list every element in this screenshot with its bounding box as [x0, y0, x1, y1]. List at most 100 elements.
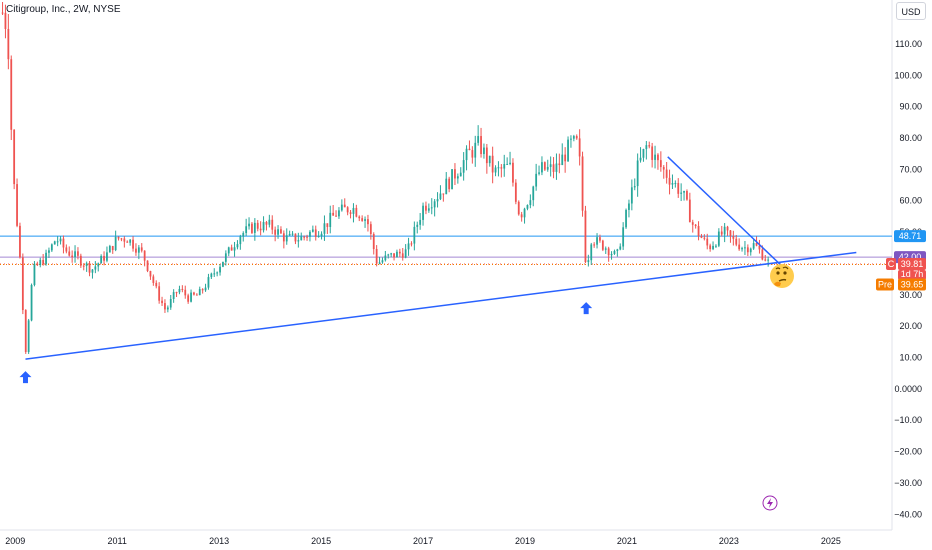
candle-body	[239, 236, 242, 245]
candle-body	[697, 226, 700, 237]
candle-body	[158, 286, 161, 301]
candle-body	[219, 266, 221, 273]
candle-body	[509, 162, 511, 164]
lightning-bolt-icon[interactable]	[762, 495, 778, 511]
candle-body	[277, 229, 279, 235]
candle-body	[135, 248, 137, 253]
candle-body	[761, 249, 764, 260]
candle-body	[152, 276, 155, 283]
candle-body	[108, 246, 111, 253]
last-price-badge-bg	[898, 258, 926, 271]
candle-body	[45, 252, 47, 265]
candle-body	[639, 157, 642, 161]
symbol-title: Citigroup, Inc., 2W, NYSE	[6, 4, 121, 15]
candle-body	[332, 212, 335, 216]
candle-body	[300, 236, 303, 241]
candle-body	[738, 244, 741, 250]
candle-body	[688, 199, 691, 223]
candle-body	[364, 219, 366, 221]
trend-line-ascending-support	[25, 251, 857, 360]
candle-body	[494, 167, 497, 173]
candle-body	[517, 201, 520, 215]
candle-body	[393, 253, 395, 258]
pre-market-label-badge: Pre	[876, 278, 894, 291]
candle-body	[413, 226, 416, 244]
candle-body	[465, 148, 468, 161]
candle-body	[94, 266, 97, 270]
up-arrow-icon	[580, 302, 593, 315]
candle-body	[442, 193, 445, 195]
candle-body	[616, 249, 619, 252]
candle-body	[126, 241, 129, 243]
candle-body	[384, 255, 387, 261]
candle-body	[245, 226, 248, 234]
time-axis[interactable]: 2009 2011 2013 2015 2017 2019 2021 2023 2025	[0, 529, 892, 546]
candle-body	[30, 284, 33, 321]
candle-body	[114, 236, 117, 251]
symbol-letter-badge-text: C	[888, 259, 895, 269]
pre-market-price-badge: 39.65	[898, 278, 926, 291]
candle-body	[416, 224, 419, 227]
candle-body	[398, 251, 401, 254]
symbol-letter-badge-bg	[886, 258, 896, 271]
trend-line-descending-resistance	[667, 156, 783, 268]
candle-body	[65, 247, 68, 252]
candle-body	[291, 233, 294, 235]
candle-body	[419, 219, 422, 225]
candle-body	[729, 230, 732, 237]
candle-body	[561, 154, 564, 166]
candle-body	[111, 246, 114, 251]
candle-body	[619, 246, 622, 250]
candle-body	[665, 169, 668, 178]
candle-body	[369, 224, 372, 235]
trend-line-drawings[interactable]	[25, 156, 857, 360]
candle-body	[227, 247, 230, 254]
support-price-badge-text: 42.00	[899, 252, 922, 262]
candle-body	[749, 248, 752, 253]
candle-body	[13, 129, 16, 185]
candle-body	[39, 259, 42, 266]
candle-body	[477, 136, 480, 143]
currency-selector[interactable]: USD	[896, 2, 926, 20]
candle-body	[514, 182, 517, 202]
candle-body	[543, 162, 546, 170]
candle-body	[564, 154, 567, 162]
candle-body	[71, 255, 74, 257]
symbol-letter-badge: C	[886, 258, 896, 271]
candle-body	[454, 169, 456, 179]
candle-body	[686, 191, 688, 200]
candle-body	[575, 136, 578, 139]
x-tick-label: 2015	[311, 536, 331, 546]
pre-market-label-badge-bg	[876, 278, 894, 291]
candle-body	[335, 215, 337, 217]
candle-body	[233, 247, 236, 251]
candle-body	[175, 292, 178, 294]
candle-body	[146, 260, 149, 271]
candle-body	[282, 233, 285, 242]
candle-body	[285, 235, 288, 242]
candle-body	[268, 219, 271, 225]
candle-body	[161, 300, 163, 304]
candle-body	[407, 243, 410, 250]
last-price-badge: 39.81	[898, 258, 926, 271]
candle-body	[604, 248, 607, 250]
candle-body	[27, 320, 30, 353]
candle-body	[297, 240, 300, 242]
candle-body	[355, 207, 358, 217]
candle-body	[137, 247, 140, 253]
candle-body	[732, 236, 735, 239]
candle-body	[700, 236, 703, 238]
candle-body	[1, 12, 4, 14]
candle-body	[709, 245, 712, 250]
y-tick-label: 30.00	[899, 290, 922, 300]
candle-body	[430, 207, 433, 209]
candle-body	[741, 248, 743, 250]
candle-body	[7, 28, 10, 60]
candle-body	[715, 245, 717, 247]
x-tick-label: 2019	[515, 536, 535, 546]
candle-body	[422, 205, 424, 220]
candle-body	[242, 233, 245, 237]
candle-body	[230, 247, 233, 251]
candle-body	[311, 229, 314, 232]
